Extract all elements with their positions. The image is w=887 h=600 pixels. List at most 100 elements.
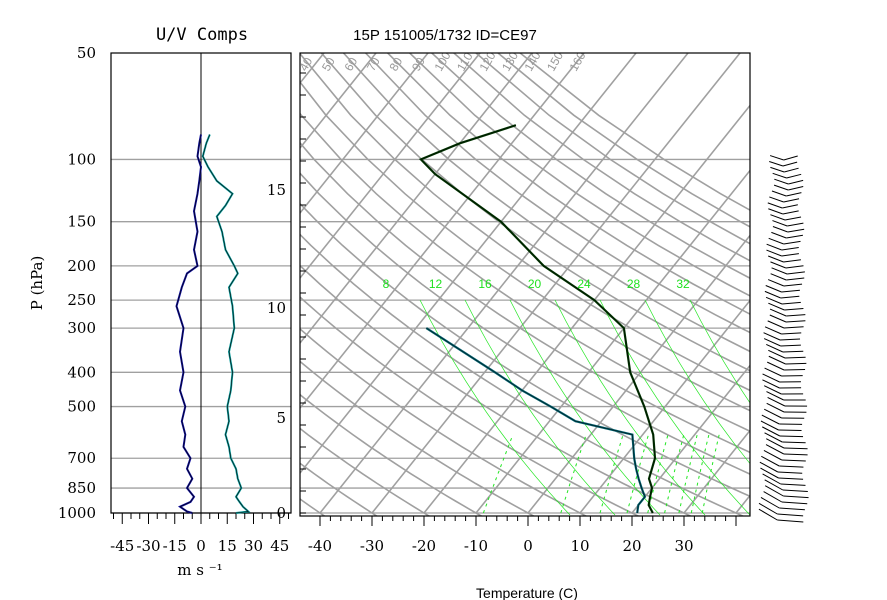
wind-barb xyxy=(760,420,779,431)
wind-barb-flag xyxy=(781,332,802,335)
temp-tick-label: -20 xyxy=(412,537,436,555)
dry-adiabat xyxy=(300,327,588,516)
skewt-title: 15P 151005/1732 ID=CE97 xyxy=(353,27,537,44)
wind-barb-flag xyxy=(788,186,804,191)
wind-barb xyxy=(770,261,787,269)
wind-barb-flag xyxy=(781,501,808,505)
uv-pressure-ticks: 50 100 150 200 250 300 400 500 700 850 1000 xyxy=(58,44,96,522)
isotherm xyxy=(579,299,750,514)
wind-barb-flag xyxy=(784,369,806,371)
temperature-ticks: -40 -30 -20 -10 0 10 20 30 xyxy=(308,516,737,555)
wind-barb xyxy=(769,155,784,161)
mixing-ratio-line xyxy=(647,434,669,514)
skewt-profile xyxy=(425,327,647,514)
wind-barb xyxy=(766,402,785,413)
temp-tick-label: 0 xyxy=(523,537,533,555)
uv-pressure-tick-label: 200 xyxy=(67,257,96,275)
mixing-ratio-label: 32 xyxy=(676,277,690,291)
temp-tick-label: -30 xyxy=(360,537,384,555)
mixing-ratio-line xyxy=(482,434,514,514)
wind-barb-flag xyxy=(786,277,805,281)
theta-label: 60 xyxy=(341,55,360,74)
wind-barb xyxy=(768,255,784,263)
wind-barb-flag xyxy=(786,314,806,317)
wind-barb-flag xyxy=(782,441,806,444)
wind-barb-flag xyxy=(781,247,799,251)
wind-barb xyxy=(758,508,778,521)
wind-barb-flag xyxy=(779,435,804,438)
dry-adiabat xyxy=(497,53,750,228)
dry-adiabat xyxy=(453,53,750,262)
dry-adiabat xyxy=(300,172,750,475)
mixing-ratio-label: 8 xyxy=(383,277,390,291)
wind-barb xyxy=(768,302,785,311)
wind-barb xyxy=(762,473,781,485)
height-tick-label: 0 xyxy=(276,504,286,522)
height-ticks: 0 5 10 15 xyxy=(267,72,306,522)
uv-x-tick-label: 0 xyxy=(196,537,206,555)
dry-adiabat xyxy=(409,53,750,297)
uv-x-tick-label: 15 xyxy=(218,537,237,555)
isotherm xyxy=(423,104,750,514)
moist-adiabat xyxy=(689,299,750,404)
isotherm xyxy=(300,53,585,410)
uv-pressure-tick-label: 300 xyxy=(67,319,96,337)
temp-tick-label: 10 xyxy=(570,537,589,555)
wind-barbs xyxy=(758,155,809,523)
wind-barb xyxy=(767,320,785,329)
moist-adiabat xyxy=(464,299,616,516)
dry-adiabat xyxy=(300,295,640,516)
wind-barb-flag xyxy=(787,222,804,227)
wind-barb xyxy=(769,308,787,317)
uv-series-overlay xyxy=(176,134,202,514)
wind-barb-flag xyxy=(781,301,801,305)
wind-barb-flag xyxy=(778,477,804,480)
wind-barb xyxy=(770,166,785,173)
dry-adiabat xyxy=(387,53,750,316)
wind-barb xyxy=(763,338,781,347)
theta-label: 80 xyxy=(386,55,405,74)
wind-barb-flag xyxy=(784,167,799,173)
wind-barb-flag xyxy=(787,228,805,233)
wind-barb-flag xyxy=(783,259,801,263)
mixing-ratio-line xyxy=(626,434,649,514)
dry-adiabat xyxy=(300,112,750,433)
wind-barb-flag xyxy=(785,265,804,269)
theta-label: 40 xyxy=(296,55,315,74)
wind-barb-flag xyxy=(783,198,800,203)
wind-barb xyxy=(763,332,781,341)
temp-tick-label: 20 xyxy=(622,537,641,555)
isotherm xyxy=(300,53,637,475)
wind-barb-flag xyxy=(780,344,801,347)
wind-barb-flag xyxy=(784,356,806,359)
dry-adiabat xyxy=(300,393,483,516)
uv-series-line xyxy=(175,134,203,514)
mixing-ratio-label: 20 xyxy=(528,277,542,291)
isotherm xyxy=(631,364,750,514)
wind-barb xyxy=(759,461,779,473)
dry-adiabat xyxy=(300,462,379,516)
moist-adiabat xyxy=(509,299,661,516)
wind-barb xyxy=(767,361,785,371)
isotherm xyxy=(735,494,750,514)
wind-barb xyxy=(768,349,786,359)
uv-pressure-tick-label: 50 xyxy=(77,44,96,62)
isotherm xyxy=(527,234,750,514)
mixing-ratio-line xyxy=(701,434,720,514)
dry-adiabat xyxy=(300,53,750,392)
wind-barb xyxy=(764,367,782,377)
wind-barb-flag xyxy=(783,453,808,456)
wind-barb-flag xyxy=(779,465,804,468)
wind-barb xyxy=(767,202,783,209)
mixing-ratio-label: 28 xyxy=(627,277,641,291)
mixing-ratio-line xyxy=(599,434,624,514)
uv-x-tick-label: -45 xyxy=(110,537,134,555)
uv-ylabel: P (hPa) xyxy=(28,256,46,311)
uv-x-tick-label: 30 xyxy=(244,537,263,555)
wind-barb-flag xyxy=(785,362,807,365)
dry-adiabat xyxy=(365,53,750,334)
wind-barb xyxy=(762,426,781,437)
wind-barb xyxy=(766,249,782,257)
uv-title: U/V Comps xyxy=(156,25,248,45)
